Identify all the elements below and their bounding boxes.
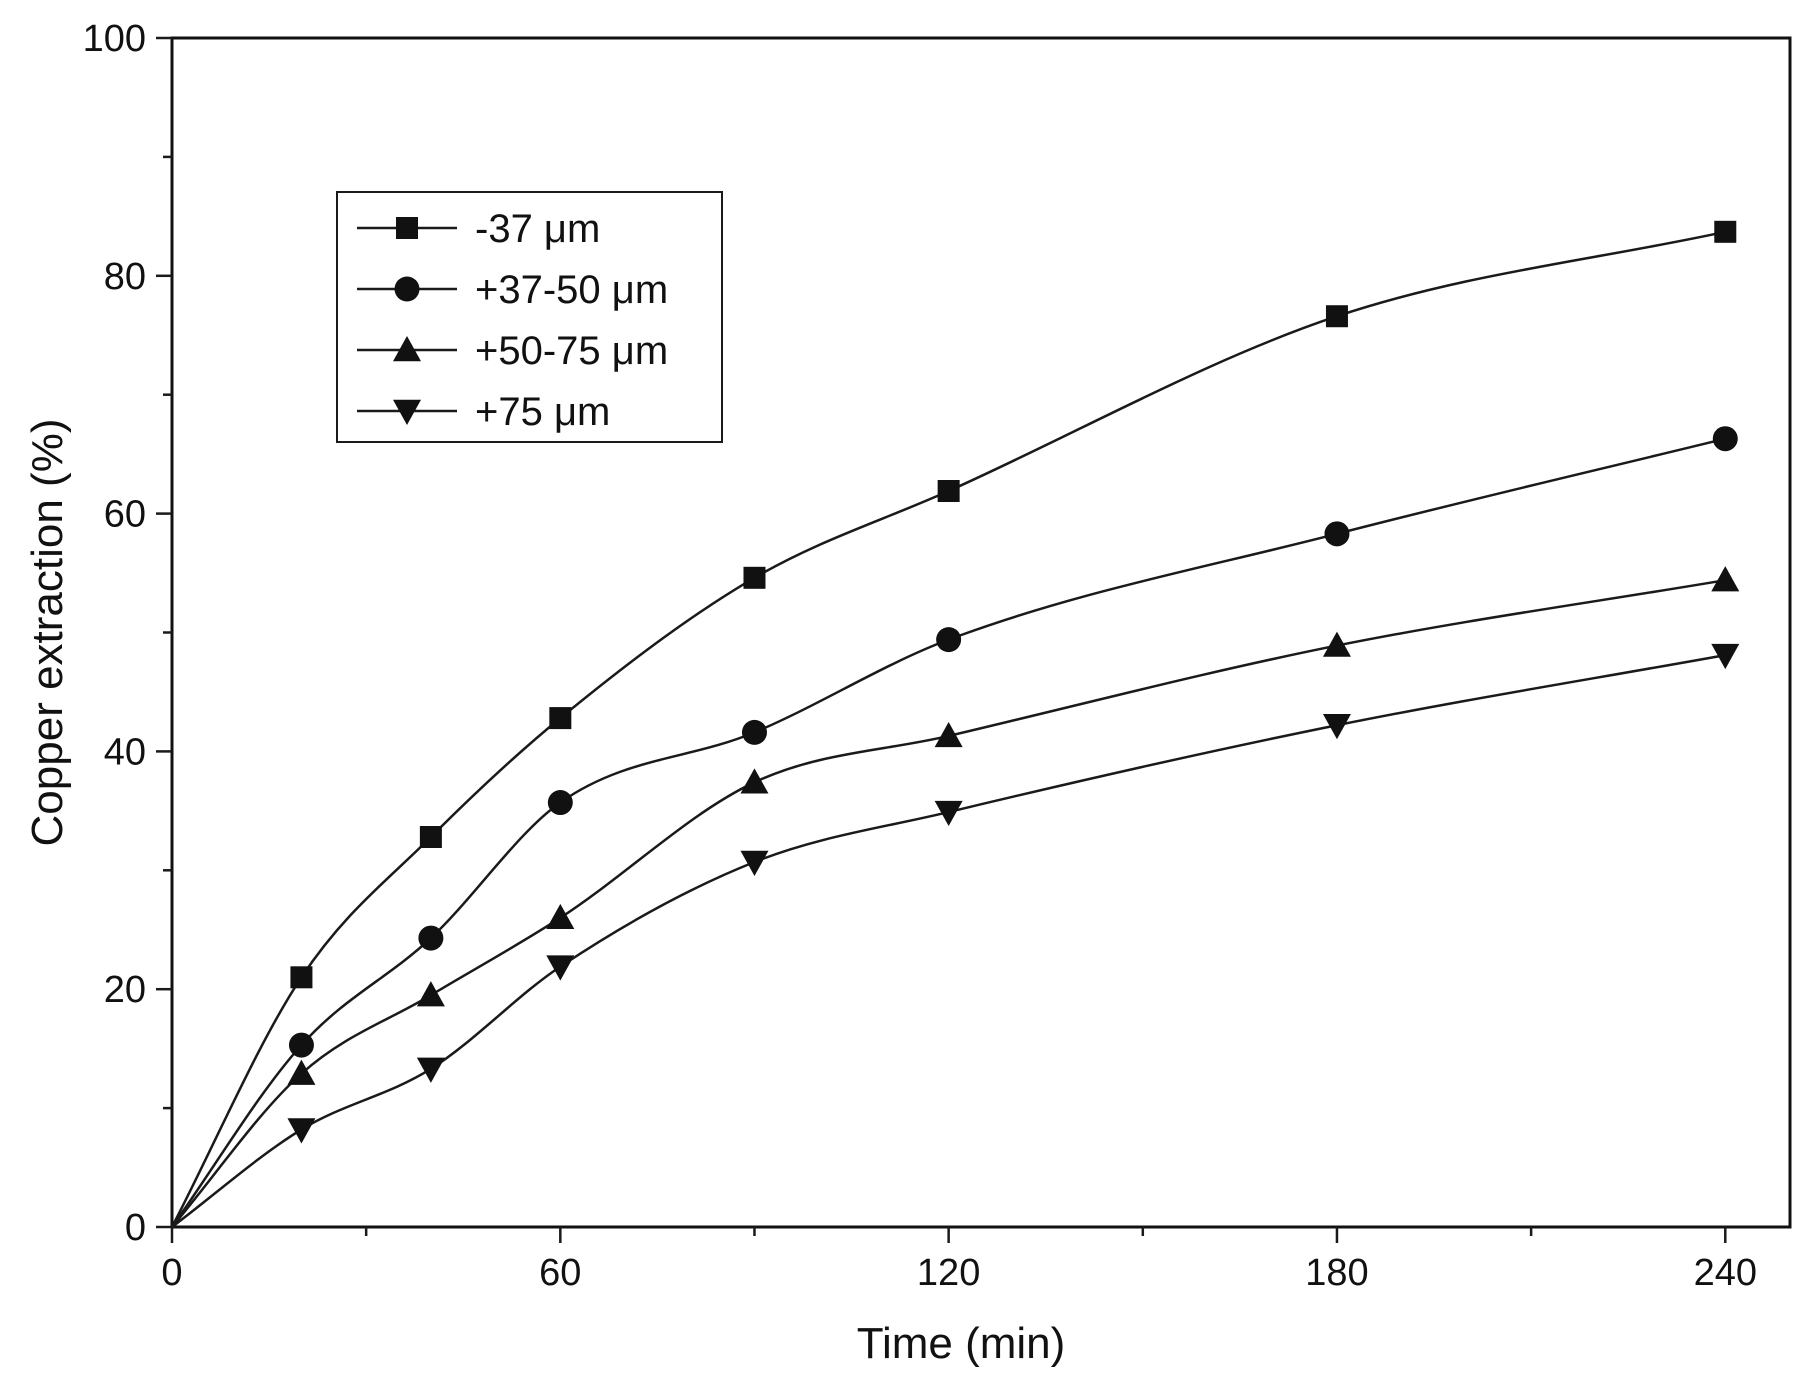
y-tick-label: 80 bbox=[104, 256, 146, 298]
y-axis-title: Copper extraction (%) bbox=[23, 419, 72, 847]
data-point-series-1 bbox=[743, 566, 766, 589]
y-tick-label: 0 bbox=[125, 1207, 146, 1249]
data-point-series-3 bbox=[934, 721, 963, 748]
data-point-series-4 bbox=[740, 850, 769, 876]
data-point-series-3 bbox=[287, 1059, 316, 1085]
data-point-series-1 bbox=[419, 826, 442, 849]
legend-item: +75 μm bbox=[357, 390, 610, 434]
data-point-series-2 bbox=[936, 627, 962, 653]
data-point-series-4 bbox=[1711, 643, 1740, 670]
x-tick-label: 0 bbox=[161, 1252, 182, 1294]
data-point-series-1 bbox=[1714, 220, 1737, 243]
data-point-series-1 bbox=[937, 480, 960, 503]
legend-label: +50-75 μm bbox=[475, 329, 668, 373]
x-tick-label: 60 bbox=[539, 1252, 581, 1294]
data-point-series-1 bbox=[549, 707, 572, 730]
data-point-series-3 bbox=[1322, 631, 1351, 657]
y-tick-label: 40 bbox=[104, 731, 146, 773]
y-tick-label: 100 bbox=[83, 18, 146, 60]
data-point-series-3 bbox=[416, 981, 445, 1007]
data-point-series-2 bbox=[547, 790, 573, 816]
legend-label: +75 μm bbox=[475, 390, 610, 434]
x-tick-label: 240 bbox=[1694, 1252, 1757, 1294]
legend: -37 μm +37-50 μm +50-75 μm +75 μm bbox=[336, 191, 723, 443]
y-tick-label: 20 bbox=[104, 969, 146, 1011]
data-point-series-2 bbox=[1324, 521, 1350, 547]
axis-tick-labels: 0 60 120 180 240 0 20 40 60 80 100 bbox=[83, 18, 1757, 1294]
data-point-series-4 bbox=[416, 1057, 445, 1083]
data-point-series-4 bbox=[1322, 714, 1351, 740]
data-point-series-2 bbox=[418, 925, 444, 951]
legend-marker-icon bbox=[396, 217, 418, 239]
data-point-series-1 bbox=[1325, 305, 1348, 328]
axis-ticks bbox=[156, 36, 1727, 1243]
legend-marker-icon bbox=[393, 399, 421, 425]
data-point-series-3 bbox=[546, 903, 575, 930]
legend-item: -37 μm bbox=[357, 207, 600, 251]
data-point-series-2 bbox=[741, 719, 767, 745]
data-point-series-4 bbox=[546, 955, 575, 981]
data-point-series-4 bbox=[934, 800, 963, 827]
series-markers bbox=[287, 220, 1740, 1144]
data-point-series-2 bbox=[288, 1032, 314, 1058]
legend-label: -37 μm bbox=[475, 207, 600, 251]
x-tick-label: 180 bbox=[1305, 1252, 1368, 1294]
legend-item: +50-75 μm bbox=[357, 329, 668, 373]
legend-marker-icon bbox=[394, 276, 420, 302]
data-point-series-2 bbox=[1712, 426, 1738, 452]
legend-marker-icon bbox=[393, 336, 421, 362]
legend-item: +37-50 μm bbox=[357, 268, 668, 312]
data-point-series-4 bbox=[287, 1118, 316, 1144]
y-tick-label: 60 bbox=[104, 494, 146, 536]
data-point-series-3 bbox=[740, 768, 769, 794]
x-tick-label: 120 bbox=[917, 1252, 980, 1294]
data-point-series-3 bbox=[1711, 566, 1740, 592]
legend-label: +37-50 μm bbox=[475, 268, 668, 312]
data-point-series-1 bbox=[290, 966, 313, 989]
x-axis-title: Time (min) bbox=[857, 1319, 1066, 1368]
